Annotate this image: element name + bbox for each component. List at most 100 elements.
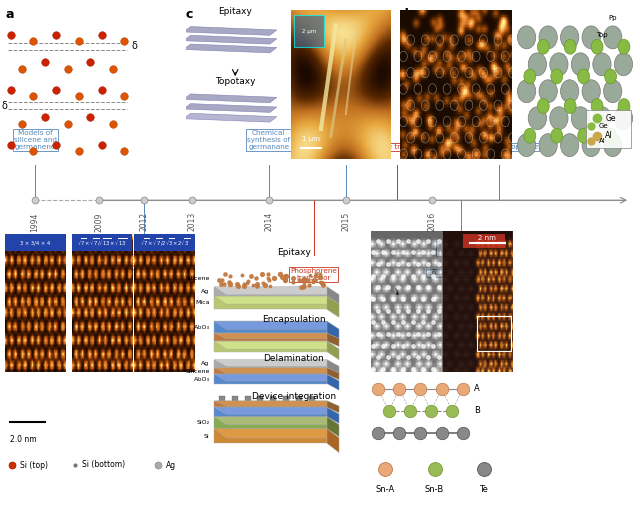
Polygon shape <box>214 408 339 414</box>
Circle shape <box>564 99 576 113</box>
Polygon shape <box>327 417 339 437</box>
Circle shape <box>539 80 557 102</box>
Text: a: a <box>5 8 13 21</box>
Circle shape <box>538 99 549 113</box>
Circle shape <box>539 134 557 157</box>
Text: Ag: Ag <box>166 461 176 470</box>
Bar <box>477 316 511 350</box>
Text: SiO₂: SiO₂ <box>196 420 210 425</box>
Bar <box>463 234 505 248</box>
Bar <box>232 396 237 401</box>
Circle shape <box>593 53 611 76</box>
Polygon shape <box>214 368 327 374</box>
Circle shape <box>578 69 589 84</box>
Bar <box>257 396 264 401</box>
Text: $\sqrt{7}×\sqrt{7}/\sqrt{13}×\sqrt{13}$: $\sqrt{7}×\sqrt{7}/\sqrt{13}×\sqrt{13}$ <box>77 238 127 248</box>
Circle shape <box>561 80 579 102</box>
Text: Pp: Pp <box>609 15 617 21</box>
Text: B: B <box>474 406 480 415</box>
Circle shape <box>524 69 536 84</box>
Polygon shape <box>327 341 339 360</box>
Text: Epitaxy: Epitaxy <box>218 7 252 17</box>
Text: Silicene transistor: Silicene transistor <box>364 144 429 150</box>
Bar <box>586 110 631 148</box>
Text: A: A <box>474 384 480 394</box>
Polygon shape <box>214 368 339 373</box>
Polygon shape <box>214 417 339 425</box>
Bar <box>294 15 324 47</box>
Bar <box>219 396 225 401</box>
Circle shape <box>591 99 603 113</box>
Text: Encapsulation: Encapsulation <box>262 315 326 323</box>
Polygon shape <box>327 360 339 374</box>
Text: 2014: 2014 <box>264 212 273 231</box>
Text: Epitaxy of
phosphorene: Epitaxy of phosphorene <box>437 242 484 255</box>
Circle shape <box>561 26 579 49</box>
Polygon shape <box>214 341 327 352</box>
Polygon shape <box>327 287 339 304</box>
Text: Epitaxy: Epitaxy <box>277 249 311 257</box>
Text: Al₂O₃: Al₂O₃ <box>194 325 210 330</box>
Text: 2015: 2015 <box>341 212 350 231</box>
Circle shape <box>528 53 547 76</box>
Text: Chemical
synthesis of
germanane: Chemical synthesis of germanane <box>247 130 291 150</box>
Circle shape <box>538 40 549 54</box>
Text: 1 μm: 1 μm <box>302 136 320 142</box>
Circle shape <box>550 107 568 129</box>
Text: e: e <box>265 285 273 298</box>
Circle shape <box>605 69 616 84</box>
Circle shape <box>550 53 568 76</box>
Polygon shape <box>184 113 277 122</box>
Text: b: b <box>5 285 14 298</box>
Text: 2013: 2013 <box>188 212 196 231</box>
Polygon shape <box>327 296 339 317</box>
Text: $\sqrt{7}×\sqrt{7}/2\sqrt{3}×2\sqrt{3}$: $\sqrt{7}×\sqrt{7}/2\sqrt{3}×2\sqrt{3}$ <box>140 238 190 248</box>
Text: Epitaxy of borophene: Epitaxy of borophene <box>461 144 538 150</box>
Polygon shape <box>214 408 327 417</box>
Polygon shape <box>327 333 339 346</box>
Text: 2009: 2009 <box>95 212 104 231</box>
Polygon shape <box>214 321 327 333</box>
Bar <box>5 234 66 251</box>
Circle shape <box>561 134 579 157</box>
Polygon shape <box>214 287 339 295</box>
Text: Sn-A: Sn-A <box>376 485 395 494</box>
Polygon shape <box>184 35 277 44</box>
Circle shape <box>524 128 536 143</box>
Text: Top: Top <box>596 32 608 38</box>
Polygon shape <box>214 374 327 384</box>
Text: 2 nm: 2 nm <box>479 236 496 241</box>
Polygon shape <box>327 374 339 390</box>
Polygon shape <box>184 94 277 102</box>
Text: c: c <box>185 8 193 21</box>
Circle shape <box>591 40 603 54</box>
Text: Al: Al <box>605 131 612 140</box>
Text: 2.0 nm: 2.0 nm <box>10 435 36 444</box>
Circle shape <box>604 26 622 49</box>
Text: Topotaxy: Topotaxy <box>215 77 255 86</box>
Text: Si: Si <box>204 434 210 439</box>
Polygon shape <box>214 287 327 296</box>
Text: f: f <box>395 285 401 298</box>
Text: Epitaxy of
silicene: Epitaxy of silicene <box>126 255 162 268</box>
Polygon shape <box>184 103 277 112</box>
Polygon shape <box>184 27 277 35</box>
Bar <box>244 396 250 401</box>
Text: 2016: 2016 <box>428 212 436 231</box>
Text: Silicene: Silicene <box>186 369 210 374</box>
Circle shape <box>578 128 589 143</box>
Circle shape <box>582 134 600 157</box>
Polygon shape <box>327 428 339 452</box>
Text: Mica: Mica <box>195 300 210 305</box>
Polygon shape <box>214 296 327 309</box>
Polygon shape <box>327 368 339 380</box>
Bar <box>296 396 302 401</box>
Polygon shape <box>214 341 339 349</box>
Circle shape <box>539 26 557 49</box>
Circle shape <box>572 53 589 76</box>
Text: d: d <box>400 8 409 21</box>
Circle shape <box>605 128 616 143</box>
Circle shape <box>518 134 536 157</box>
Polygon shape <box>214 333 327 341</box>
Circle shape <box>551 69 563 84</box>
